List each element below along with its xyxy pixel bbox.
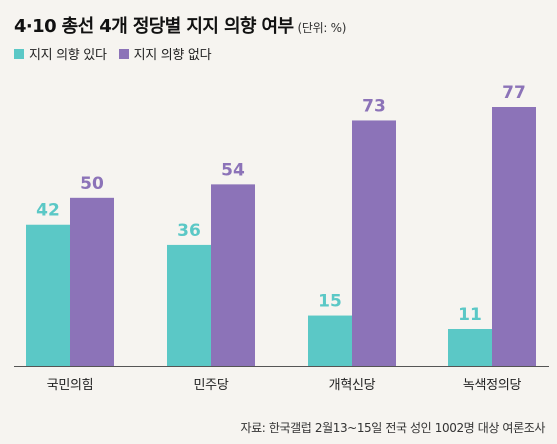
legend-item-yes: 지지 의향 있다 [14,44,107,63]
chart-title: 4·10 총선 4개 정당별 지지 의향 여부 [14,16,294,37]
data-label-2-series-0: 15 [318,292,342,312]
data-label-3-series-0: 11 [458,305,482,325]
unit-label: (단위: %) [297,21,347,35]
legend-label-no: 지지 의향 없다 [133,48,212,63]
data-label-2-series-1: 73 [362,96,386,116]
legend: 지지 의향 있다 지지 의향 없다 [14,44,223,63]
legend-swatch-no [118,48,129,59]
source-note: 자료: 한국갤럽 2월13~15일 전국 성인 1002명 대상 여론조사 [240,421,546,435]
data-label-3-series-1: 77 [502,83,526,103]
bar-0-series-0 [26,224,70,366]
bar-0-series-1 [70,197,114,366]
category-label-3: 녹색정의당 [463,378,522,393]
bar-2-series-1 [352,120,396,366]
bar-2-series-0 [308,315,352,366]
data-label-1-series-1: 54 [221,160,245,180]
data-label-0-series-1: 50 [80,174,104,194]
bar-3-series-1 [492,107,536,366]
data-label-0-series-0: 42 [36,201,60,221]
category-label-1: 민주당 [194,378,229,393]
bar-3-series-0 [448,329,492,366]
legend-item-no: 지지 의향 없다 [118,44,212,63]
data-label-1-series-0: 36 [177,221,201,241]
legend-swatch-yes [14,48,24,59]
bar-1-series-1 [211,184,255,366]
bar-1-series-0 [167,244,211,366]
legend-label-yes: 지지 의향 있다 [29,48,107,63]
category-label-2: 개혁신당 [329,378,376,393]
title-row: 4·10 총선 4개 정당별 지지 의향 여부 (단위: %) [14,12,346,38]
category-label-0: 국민의힘 [47,378,94,393]
